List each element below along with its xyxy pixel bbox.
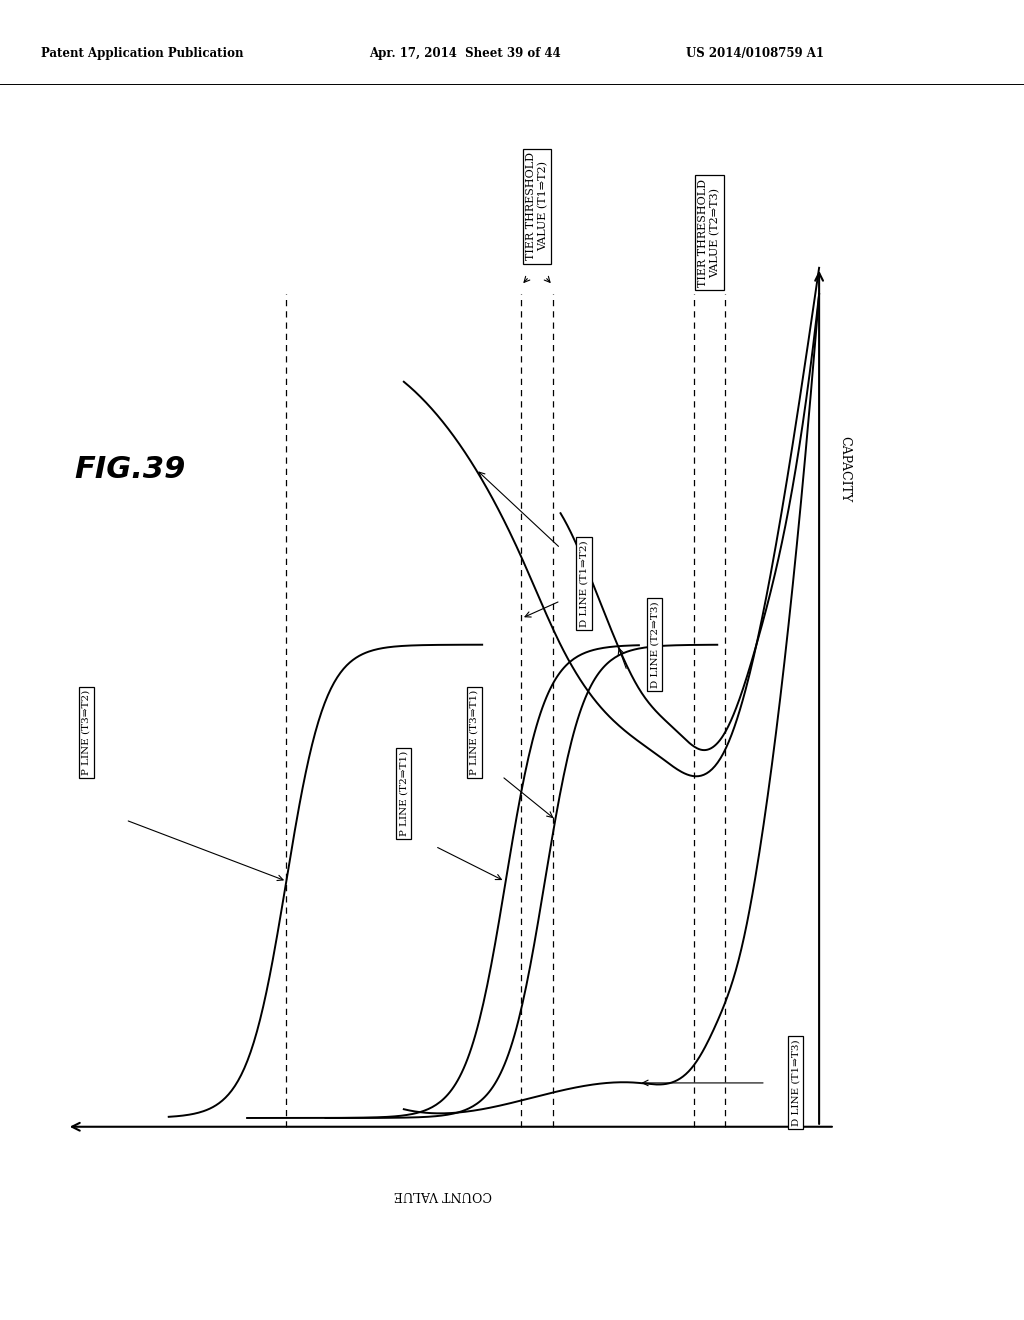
Text: US 2014/0108759 A1: US 2014/0108759 A1 bbox=[686, 46, 824, 59]
Text: TIER THRESHOLD
VALUE (T1⇒T2): TIER THRESHOLD VALUE (T1⇒T2) bbox=[526, 152, 548, 260]
Text: D LINE (T1⇒T2): D LINE (T1⇒T2) bbox=[580, 540, 589, 627]
Text: TIER THRESHOLD
VALUE (T2⇒T3): TIER THRESHOLD VALUE (T2⇒T3) bbox=[698, 178, 721, 286]
Text: D LINE (T1⇒T3): D LINE (T1⇒T3) bbox=[792, 1040, 800, 1126]
Text: Patent Application Publication: Patent Application Publication bbox=[41, 46, 244, 59]
Text: CAPACITY: CAPACITY bbox=[839, 437, 852, 503]
Text: P LINE (T3⇒T2): P LINE (T3⇒T2) bbox=[82, 690, 91, 775]
Text: Apr. 17, 2014  Sheet 39 of 44: Apr. 17, 2014 Sheet 39 of 44 bbox=[369, 46, 560, 59]
Text: COUNT VALUE: COUNT VALUE bbox=[394, 1188, 493, 1201]
Text: P LINE (T2⇒T1): P LINE (T2⇒T1) bbox=[399, 751, 409, 837]
Text: D LINE (T2⇒T3): D LINE (T2⇒T3) bbox=[650, 602, 659, 688]
Text: P LINE (T3⇒T1): P LINE (T3⇒T1) bbox=[470, 690, 479, 775]
Text: FIG.39: FIG.39 bbox=[75, 455, 186, 484]
